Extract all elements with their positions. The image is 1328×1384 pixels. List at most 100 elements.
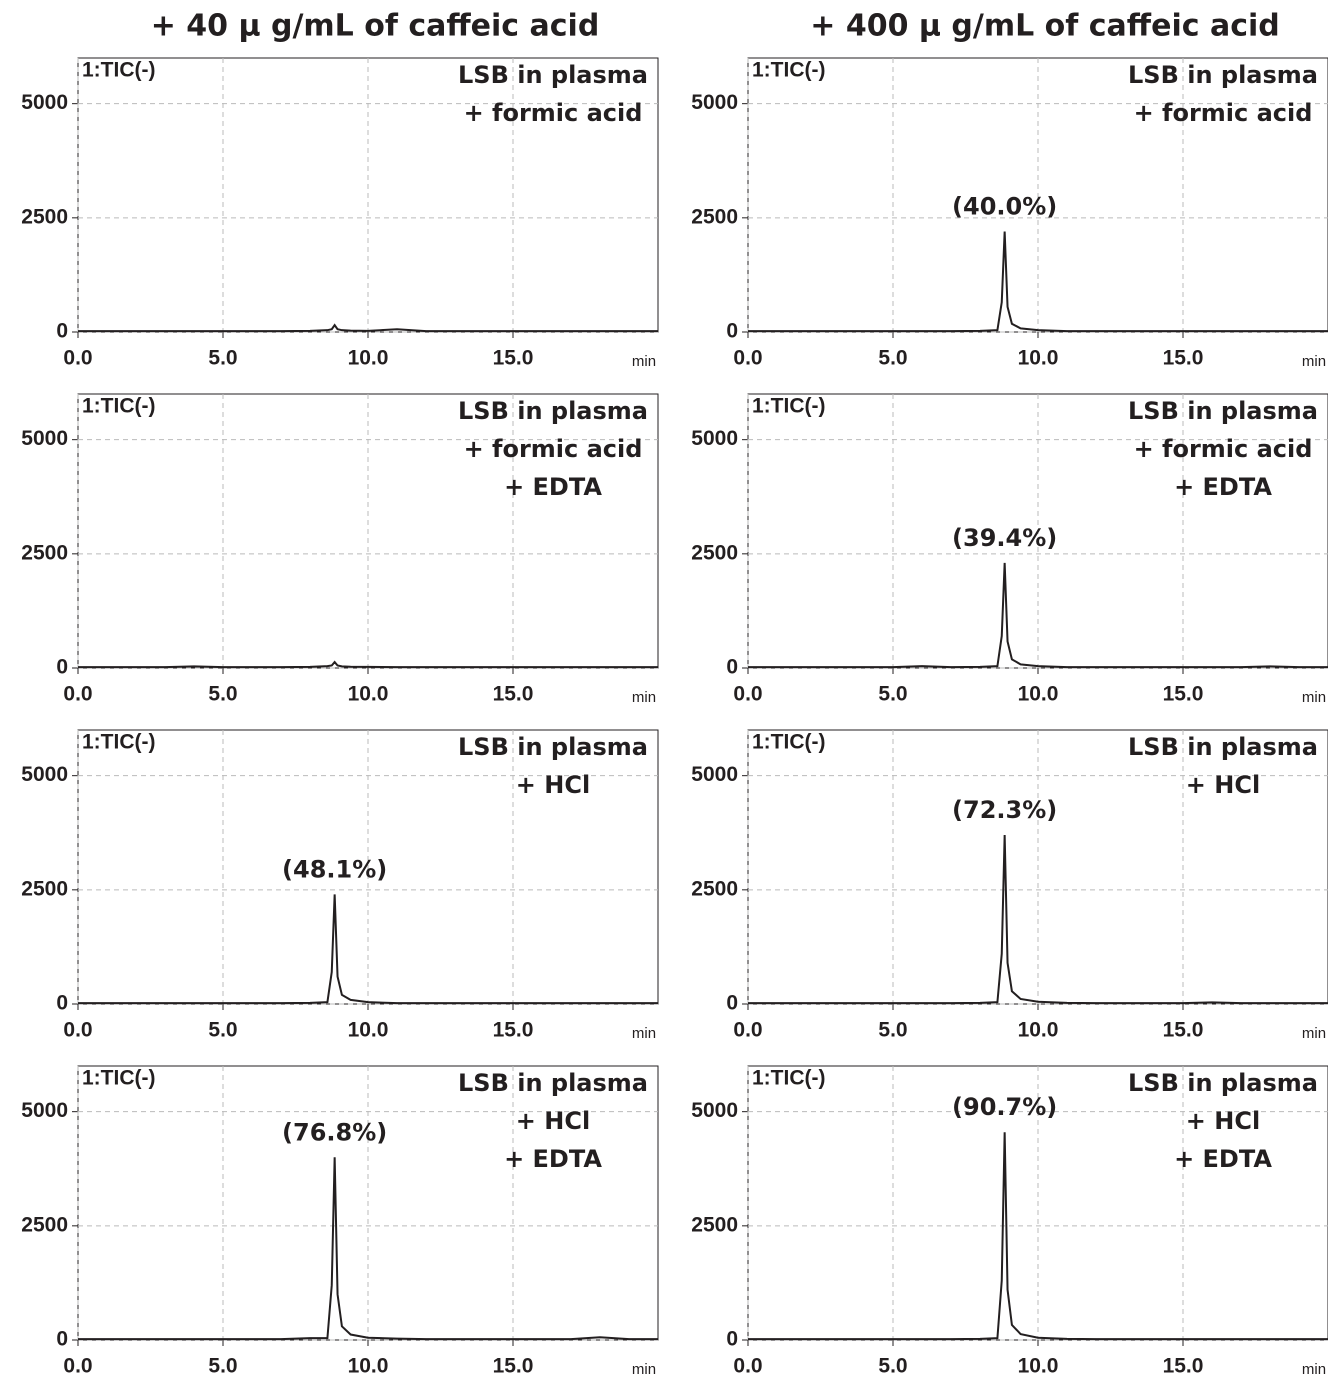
y-tick-label: 2500 [21,541,68,564]
y-tick-label: 2500 [21,1213,68,1236]
x-axis-unit: min [1302,1361,1326,1378]
sample-label: + formic acid [464,99,643,127]
x-tick-label: 0.0 [733,1355,762,1378]
x-axis-unit: min [1302,689,1326,706]
x-tick-label: 0.0 [733,347,762,370]
x-tick-label: 15.0 [493,683,534,706]
y-tick-label: 2500 [21,877,68,900]
sample-label: + EDTA [1174,473,1272,501]
sample-label: + HCl [516,1107,590,1135]
sample-label: + formic acid [1134,435,1313,463]
x-tick-label: 0.0 [63,347,92,370]
x-tick-label: 15.0 [493,347,534,370]
sample-label: LSB in plasma [458,61,648,89]
sample-label: LSB in plasma [1128,397,1318,425]
x-tick-label: 0.0 [733,1019,762,1042]
sample-label: LSB in plasma [458,733,648,761]
x-axis-unit: min [632,1361,656,1378]
sample-label: + HCl [516,771,590,799]
chromatogram-trace [748,835,1328,1005]
x-tick-label: 10.0 [1018,683,1059,706]
trace-label: 1:TIC(-) [82,395,155,418]
trace-label: 1:TIC(-) [82,1067,155,1090]
y-tick-label: 0 [56,992,68,1015]
peak-label: (40.0%) [952,193,1057,221]
chromatogram-trace [748,562,1328,669]
x-tick-label: 10.0 [1018,1019,1059,1042]
x-axis-unit: min [632,1025,656,1042]
trace-label: 1:TIC(-) [752,395,825,418]
x-tick-label: 15.0 [1163,347,1204,370]
peak-label: (90.7%) [952,1093,1057,1121]
x-tick-label: 5.0 [878,1355,907,1378]
y-tick-label: 5000 [691,427,738,450]
x-tick-label: 10.0 [1018,347,1059,370]
sample-label: + EDTA [504,1145,602,1173]
sample-label: LSB in plasma [1128,61,1318,89]
peak-label: (76.8%) [282,1118,387,1146]
y-tick-label: 5000 [21,763,68,786]
x-tick-label: 15.0 [1163,683,1204,706]
y-tick-label: 5000 [691,91,738,114]
x-axis-unit: min [1302,353,1326,370]
y-tick-label: 2500 [691,205,738,228]
y-tick-label: 5000 [691,763,738,786]
column-title: + 40 μ g/mL of caffeic acid [151,9,600,44]
peak-label: (72.3%) [952,796,1057,824]
trace-label: 1:TIC(-) [752,1067,825,1090]
x-tick-label: 10.0 [348,347,389,370]
sample-label: + formic acid [464,435,643,463]
y-tick-label: 2500 [21,205,68,228]
sample-label: + HCl [1186,771,1260,799]
peak-label: (48.1%) [282,855,387,883]
y-tick-label: 2500 [691,541,738,564]
y-tick-label: 0 [726,320,738,343]
chromatogram-trace [78,660,658,669]
y-tick-label: 5000 [691,1099,738,1122]
x-tick-label: 5.0 [208,347,237,370]
trace-label: 1:TIC(-) [752,731,825,754]
x-tick-label: 0.0 [63,683,92,706]
y-tick-label: 0 [56,656,68,679]
x-axis-unit: min [1302,1025,1326,1042]
x-tick-label: 5.0 [878,683,907,706]
sample-label: LSB in plasma [458,397,648,425]
x-tick-label: 5.0 [878,347,907,370]
y-tick-label: 0 [726,1328,738,1351]
y-tick-label: 0 [56,1328,68,1351]
x-tick-label: 5.0 [208,683,237,706]
y-tick-label: 2500 [691,1213,738,1236]
x-tick-label: 15.0 [493,1355,534,1378]
x-tick-label: 10.0 [348,1019,389,1042]
chromatogram-trace [78,894,658,1005]
y-tick-label: 5000 [21,1099,68,1122]
y-tick-label: 0 [726,656,738,679]
x-tick-label: 5.0 [208,1355,237,1378]
y-tick-label: 5000 [21,427,68,450]
chromatogram-trace [748,1132,1328,1341]
sample-label: LSB in plasma [1128,733,1318,761]
x-tick-label: 15.0 [493,1019,534,1042]
peak-label: (39.4%) [952,524,1057,552]
y-tick-label: 0 [726,992,738,1015]
x-tick-label: 5.0 [878,1019,907,1042]
chromatogram-trace [748,231,1328,333]
x-tick-label: 10.0 [1018,1355,1059,1378]
x-tick-label: 10.0 [348,1355,389,1378]
x-tick-label: 0.0 [63,1019,92,1042]
y-tick-label: 0 [56,320,68,343]
chromatogram-trace [78,323,658,333]
sample-label: + EDTA [1174,1145,1272,1173]
x-tick-label: 10.0 [348,683,389,706]
sample-label: + EDTA [504,473,602,501]
chromatogram-trace [78,1157,658,1341]
y-tick-label: 5000 [21,91,68,114]
x-tick-label: 15.0 [1163,1355,1204,1378]
x-axis-unit: min [632,353,656,370]
x-tick-label: 0.0 [733,683,762,706]
y-tick-label: 2500 [691,877,738,900]
trace-label: 1:TIC(-) [752,59,825,82]
sample-label: + formic acid [1134,99,1313,127]
x-tick-label: 15.0 [1163,1019,1204,1042]
